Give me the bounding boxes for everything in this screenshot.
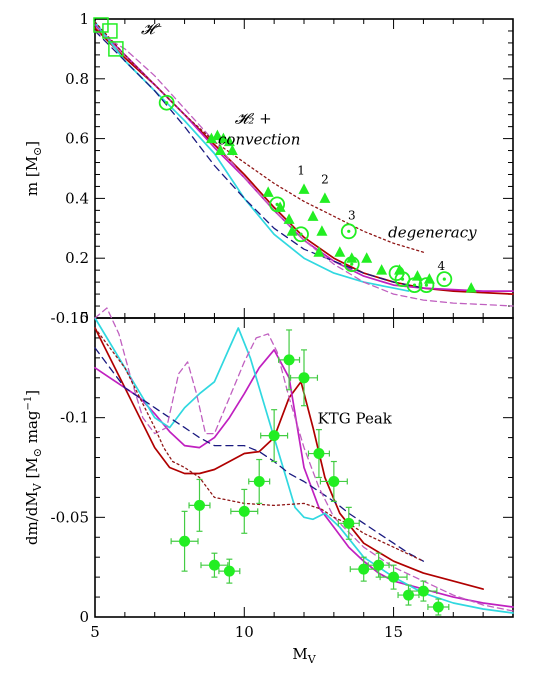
bottom-ytick-label: 0	[79, 608, 89, 626]
data-point	[208, 559, 220, 571]
data-point	[313, 448, 325, 460]
open-circle-center	[424, 283, 429, 287]
bottom-ylabel: dm/dMV [M⊙ mag−1]	[23, 390, 44, 545]
top-series-red-solid	[94, 27, 514, 295]
top-ylabel: m [M⊙]	[23, 141, 44, 196]
open-circle-point	[436, 271, 453, 288]
triangle-point	[376, 264, 388, 275]
data-point	[179, 535, 191, 547]
top-annotation: degeneracy	[388, 223, 477, 241]
triangle-point	[262, 186, 274, 197]
bottom-ytick-label: -0.15	[51, 309, 89, 327]
top-ytick-label: 0.4	[65, 189, 89, 207]
triangle-point	[334, 246, 346, 257]
bottom-ytick-label: -0.1	[60, 409, 89, 427]
triangle-point	[214, 144, 226, 156]
triangle-point	[223, 135, 235, 147]
open-square-point	[108, 41, 124, 57]
data-point	[358, 563, 370, 575]
triangle-point	[298, 183, 310, 194]
bottom-annotation: KTG Peak	[318, 410, 393, 428]
open-circle-center	[350, 262, 354, 266]
top-annotation: 3	[348, 208, 356, 222]
top-annotation: convection	[218, 131, 300, 149]
bottom-series-magenta-dashed	[94, 307, 514, 612]
top-annotation: 4	[438, 259, 446, 273]
top-ytick-label: 0.2	[65, 249, 89, 267]
open-circle-center	[299, 232, 303, 236]
bottom-series-blue-dashed	[94, 347, 425, 562]
xtick-label: 10	[235, 623, 254, 641]
top-annotation: 2	[321, 172, 329, 186]
triangle-point	[217, 132, 229, 144]
open-circle-point	[158, 94, 175, 111]
open-circle-center	[412, 283, 417, 287]
data-point	[268, 430, 280, 442]
triangle-point	[286, 225, 298, 236]
data-point	[223, 565, 235, 577]
triangle-point	[313, 246, 325, 257]
open-circle-center	[275, 202, 279, 206]
open-circle-center	[442, 277, 446, 281]
triangle-point	[394, 264, 406, 275]
top-ytick-label: 1	[79, 10, 89, 28]
triangle-point	[316, 225, 328, 236]
data-point	[298, 372, 310, 384]
xtick-label: 5	[90, 623, 100, 641]
triangle-point	[346, 252, 358, 263]
data-point	[253, 475, 265, 487]
data-point	[238, 505, 250, 517]
triangle-point	[226, 144, 238, 156]
triangle-point	[274, 201, 286, 212]
triangle-point	[307, 210, 319, 221]
data-point	[388, 571, 400, 583]
triangle-point	[465, 282, 477, 293]
data-point	[343, 517, 355, 529]
triangle-point	[319, 192, 331, 203]
top-series-magenta-dashed	[94, 30, 514, 307]
bottom-series-cyan-solid	[94, 317, 514, 614]
data-point	[373, 559, 385, 571]
triangle-point	[423, 273, 435, 284]
open-square-point	[102, 23, 118, 39]
open-circle-center	[165, 101, 169, 105]
open-circle-center	[347, 229, 351, 233]
data-point	[417, 585, 429, 597]
open-circle-point	[340, 223, 357, 240]
top-annotation: 1	[297, 163, 305, 177]
triangle-point	[283, 213, 295, 224]
top-annotation: 𝓗⁻	[141, 20, 162, 38]
open-square-point	[93, 17, 109, 33]
open-circle-center	[400, 277, 405, 281]
xtick-label: 15	[384, 623, 403, 641]
top-series-magenta-solid	[94, 24, 514, 292]
triangle-point	[205, 132, 217, 144]
bottom-ytick-label: -0.05	[51, 508, 89, 526]
triangle-point	[211, 129, 223, 141]
triangle-point	[411, 270, 423, 281]
top-ytick-label: 0	[79, 309, 89, 327]
top-ytick-label: 0.6	[65, 130, 89, 148]
bottom-series-red-dotted	[94, 327, 425, 562]
xlabel: MV	[292, 645, 316, 666]
bottom-panel: 0 -0.05 -0.1 -0.15 5 10 15 KTG Peak dm/dMV [M⊙ m…	[23, 307, 514, 666]
top-annotation: 𝓗₂ +	[235, 110, 272, 128]
top-series-cyan-solid	[94, 21, 410, 292]
top-ytick-label: 0.8	[65, 70, 89, 88]
top-series-red-dotted	[94, 21, 425, 253]
triangle-point	[361, 252, 373, 263]
top-panel: 0 0.2 0.4 0.6 0.8 1 𝓗⁻ 𝓗₂ + convection degeneracy…	[23, 10, 514, 327]
data-point	[403, 589, 414, 601]
open-circle-point	[418, 277, 435, 294]
data-point	[283, 354, 295, 366]
data-point	[194, 499, 205, 511]
data-point	[432, 601, 444, 613]
data-point	[328, 475, 340, 487]
top-series-blue-dashed	[94, 30, 425, 289]
